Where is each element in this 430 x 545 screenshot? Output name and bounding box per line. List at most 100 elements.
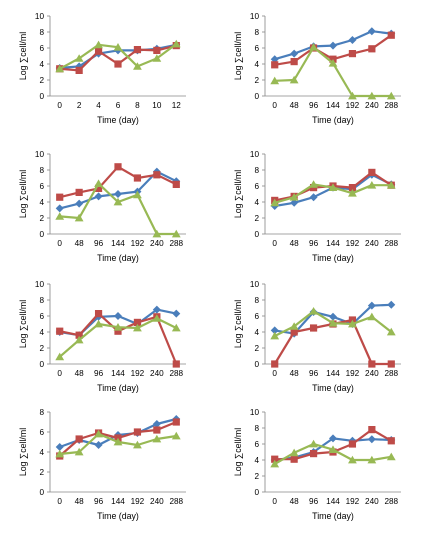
chart-panel-2: 0 2 4 6 8 10 0 48 96 144 192 240 288 Time (day) Log ∑c… [219, 8, 409, 126]
x-tick-label: 48 [290, 497, 300, 506]
y-tick-label: 0 [39, 488, 44, 497]
x-tick-label: 288 [384, 497, 398, 506]
chart-svg: 0 2 4 6 8 10 0 48 96 144 192 240 288 Time (day) Log ∑c… [233, 12, 401, 125]
y-tick-label: 10 [35, 280, 45, 289]
y-tick-label: 0 [39, 92, 44, 101]
data-point [290, 49, 299, 58]
data-point [133, 428, 142, 436]
series-green [55, 314, 181, 361]
y-tick-label: 10 [35, 150, 45, 159]
data-point [114, 327, 122, 335]
data-point [56, 327, 64, 335]
series-green [270, 307, 396, 340]
x-tick-label: 240 [150, 369, 164, 378]
data-point [271, 455, 279, 463]
data-point [133, 46, 142, 54]
data-point [94, 47, 103, 55]
data-point [289, 75, 299, 84]
x-tick-label: 0 [57, 497, 62, 506]
data-point [75, 331, 83, 339]
y-tick-label: 8 [39, 28, 44, 37]
data-point [75, 66, 83, 74]
data-point [94, 310, 103, 318]
data-point [387, 300, 396, 309]
data-point [368, 168, 376, 176]
data-point [55, 212, 65, 220]
y-tick-label: 8 [39, 296, 44, 305]
data-point [367, 435, 376, 444]
chart-panel-3: 0 2 4 6 8 10 0 48 96 144 192 240 288 Time (day) Log ∑c… [4, 146, 194, 264]
data-point [113, 437, 123, 446]
x-tick-label: 2 [77, 101, 82, 110]
data-point [309, 439, 318, 448]
x-tick-label: 192 [131, 497, 145, 506]
data-point [94, 429, 103, 438]
data-point [368, 426, 376, 434]
x-tick-label: 0 [57, 239, 62, 248]
chart-panel-1: 0 2 4 6 8 10 0 2 4 6 8 10 12 Time (day) Log ∑cell/ml [4, 8, 194, 126]
series-blue [55, 415, 181, 451]
data-point [152, 420, 161, 428]
x-tick-label: 4 [96, 101, 101, 110]
y-tick-label: 4 [39, 328, 44, 337]
data-point [114, 190, 122, 198]
data-point [386, 91, 396, 100]
x-tick-label: 288 [384, 101, 398, 110]
y-axis-label: Log ∑cell/ml [233, 32, 243, 80]
y-tick-label: 2 [39, 76, 44, 85]
y-tick-label: 0 [254, 92, 259, 101]
series-green [270, 180, 396, 207]
data-point [94, 319, 103, 328]
x-tick-label: 144 [326, 369, 340, 378]
data-point [329, 312, 337, 321]
chart-svg: 0 2 4 6 8 10 0 48 96 144 192 240 288 Time (day) Log ∑c… [18, 150, 186, 263]
y-tick-label: 10 [250, 150, 260, 159]
x-tick-label: 6 [116, 101, 121, 110]
y-tick-label: 8 [39, 408, 44, 417]
data-point [387, 437, 395, 445]
data-point [133, 62, 142, 70]
y-tick-label: 2 [39, 214, 44, 223]
y-tick-label: 2 [39, 344, 44, 353]
x-tick-label: 192 [346, 101, 360, 110]
y-tick-label: 2 [254, 214, 259, 223]
y-tick-label: 0 [39, 230, 44, 239]
chart-svg: 0 2 4 6 8 0 48 96 144 192 240 288 Time (day) Log ∑cel… [18, 408, 186, 521]
x-tick-label: 192 [346, 239, 360, 248]
data-point [114, 312, 122, 320]
x-tick-label: 288 [384, 239, 398, 248]
x-axis-label: Time (day) [97, 383, 139, 393]
x-tick-label: 144 [326, 239, 340, 248]
data-point [74, 213, 84, 222]
y-axis-label: Log ∑cell/ml [18, 32, 28, 80]
data-point [309, 43, 318, 51]
data-point [367, 312, 377, 321]
data-point [328, 59, 338, 67]
data-point [133, 190, 142, 199]
x-tick-label: 288 [169, 239, 183, 248]
data-point [114, 60, 122, 68]
data-point [328, 445, 338, 453]
series-green [270, 439, 396, 468]
data-point [94, 40, 103, 49]
y-tick-label: 8 [39, 166, 44, 175]
x-axis-label: Time (day) [97, 253, 139, 263]
data-point [348, 36, 357, 44]
data-point [152, 229, 162, 238]
data-point [328, 183, 338, 191]
data-point [94, 441, 103, 449]
x-tick-label: 10 [152, 101, 162, 110]
data-point [367, 27, 376, 36]
y-tick-label: 0 [254, 360, 259, 369]
y-tick-label: 6 [39, 182, 44, 191]
y-tick-label: 2 [254, 76, 259, 85]
y-tick-label: 6 [39, 312, 44, 321]
data-point [290, 198, 299, 207]
data-point [55, 443, 64, 451]
x-axis-label: Time (day) [312, 383, 354, 393]
data-point [153, 46, 161, 54]
x-tick-label: 96 [309, 369, 319, 378]
x-tick-label: 0 [272, 101, 277, 110]
y-tick-label: 4 [254, 198, 259, 207]
y-tick-label: 4 [254, 328, 259, 337]
